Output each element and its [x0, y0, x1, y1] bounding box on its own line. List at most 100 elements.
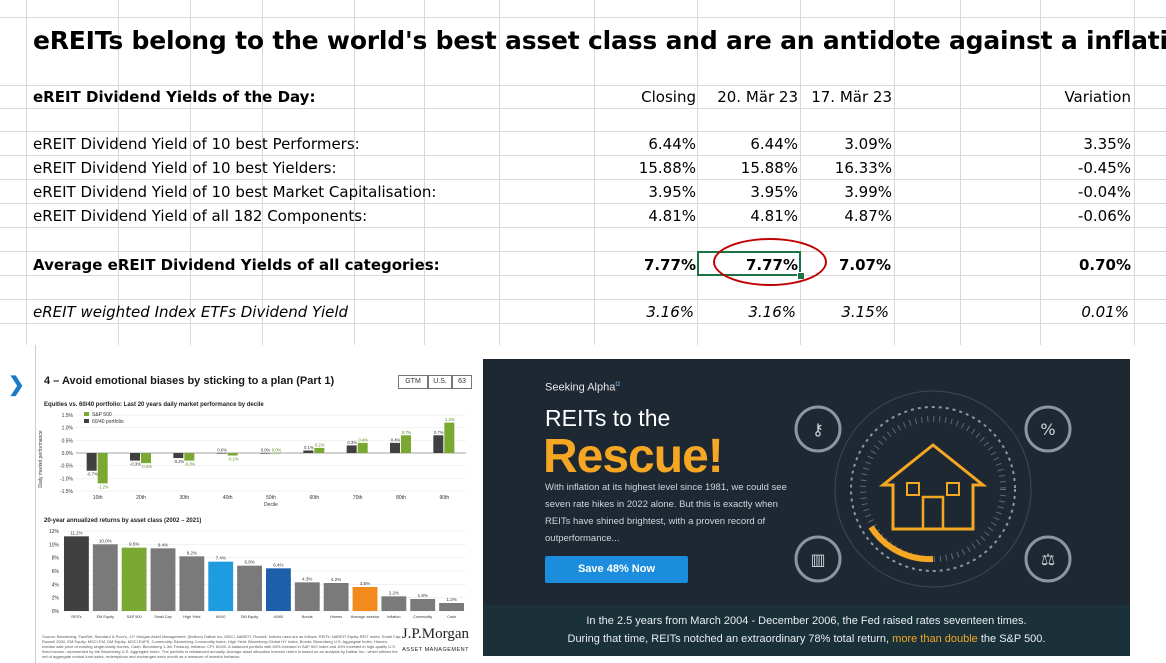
row-label-cell[interactable]: eREIT Dividend Yield of 10 best Performe…: [33, 135, 360, 153]
save-48-button[interactable]: Save 48% Now: [545, 556, 688, 583]
scale-icon: [1024, 535, 1072, 583]
bar: [390, 442, 400, 453]
row-variation-cell[interactable]: -0.06%: [1077, 207, 1131, 225]
data-label: 0.4%: [391, 437, 401, 442]
bar: [323, 583, 349, 611]
header-date2-cell[interactable]: 17. Mär 23: [811, 88, 892, 106]
average-label-cell[interactable]: Average eREIT Dividend Yields of all cat…: [33, 256, 440, 274]
average-variation-cell[interactable]: 0.70%: [1078, 256, 1131, 274]
banner-body-text: With inflation at its highest level sinc…: [545, 482, 787, 544]
column-line: [499, 0, 500, 345]
header-label-cell[interactable]: eREIT Dividend Yields of the Day:: [33, 88, 316, 106]
x-tick-label: Average investor: [351, 615, 380, 619]
row-date2-cell[interactable]: 16.33%: [834, 159, 892, 177]
y-tick-label: -0.5%: [60, 464, 74, 470]
bar: [352, 587, 378, 611]
row-closing-cell[interactable]: 15.88%: [638, 159, 696, 177]
x-tick-label: Homes: [330, 615, 342, 619]
banner-footer-line2: During that time, REITs notched an extra…: [483, 633, 1130, 645]
row-date2-cell[interactable]: 3.99%: [844, 183, 892, 201]
x-tick-label: 80th: [396, 495, 406, 501]
jpmorgan-logo-sub: ASSET MANAGEMENT: [402, 647, 469, 653]
column-line: [1040, 0, 1041, 345]
data-label: 1.2%: [445, 417, 455, 422]
row-line: [0, 85, 1166, 86]
row-label-cell[interactable]: eREIT Dividend Yield of 10 best Market C…: [33, 183, 437, 201]
x-tick-label: 10th: [93, 495, 103, 501]
etf-date2-cell[interactable]: 3.15%: [841, 303, 889, 321]
legend-label: 60/40 portfolio: [92, 419, 124, 425]
row-label-cell[interactable]: eREIT Dividend Yield of all 182 Componen…: [33, 207, 368, 225]
chart1-title: Equities vs. 60/40 portfolio: Last 20 ye…: [44, 402, 264, 408]
row-label-cell[interactable]: eREIT Dividend Yield of 10 best Yielders…: [33, 159, 337, 177]
y-tick-label: 6%: [52, 569, 60, 575]
bar: [439, 603, 464, 611]
header-date1-cell[interactable]: 20. Mär 23: [717, 88, 798, 106]
bar: [266, 568, 291, 611]
row-variation-cell[interactable]: -0.45%: [1077, 159, 1131, 177]
row-closing-cell[interactable]: 4.81%: [648, 207, 696, 225]
column-line: [697, 0, 698, 345]
row-line: [0, 251, 1166, 252]
header-closing-cell[interactable]: Closing: [641, 88, 696, 106]
data-label: 8.2%: [187, 550, 197, 555]
row-date2-cell[interactable]: 3.09%: [844, 135, 892, 153]
x-tick-label: DM Equity: [241, 615, 259, 619]
row-variation-cell[interactable]: -0.04%: [1077, 183, 1131, 201]
bar-chart-icon: [794, 535, 842, 583]
row-date1-cell[interactable]: 3.95%: [750, 183, 798, 201]
bar: [401, 435, 411, 453]
x-tick-label: 40/60: [274, 615, 284, 619]
data-label: 0.7%: [434, 430, 444, 435]
bar: [179, 556, 205, 611]
data-label: 1.2%: [446, 597, 456, 602]
average-date2-cell[interactable]: 7.07%: [838, 256, 891, 274]
data-label: 6.4%: [273, 562, 283, 567]
row-date2-cell[interactable]: 4.87%: [844, 207, 892, 225]
x-tick-label: 60th: [309, 495, 319, 501]
house-circuit-illustration: ⚷ % ▥ ⚖: [794, 390, 1072, 588]
row-closing-cell[interactable]: 6.44%: [648, 135, 696, 153]
bar: [314, 447, 325, 453]
data-label: 1.8%: [418, 593, 428, 598]
etf-variation-cell[interactable]: 0.01%: [1081, 303, 1129, 321]
footer-text: During that time, REITs notched an extra…: [567, 633, 893, 645]
etf-date1-cell[interactable]: 3.16%: [748, 303, 796, 321]
data-label: -0.1%: [228, 457, 239, 462]
bar: [130, 453, 140, 461]
bar: [237, 565, 262, 611]
data-label: 4.3%: [302, 576, 312, 581]
average-closing-cell[interactable]: 7.77%: [643, 256, 696, 274]
row-line: [0, 275, 1166, 276]
x-tick-label: 60/40: [216, 615, 226, 619]
bar: [346, 445, 357, 453]
bar: [381, 596, 407, 611]
x-tick-label: 70th: [353, 495, 363, 501]
data-label: 7.4%: [216, 556, 226, 561]
row-variation-cell[interactable]: 3.35%: [1083, 135, 1131, 153]
bar: [150, 548, 176, 611]
seeking-alpha-banner[interactable]: Seeking Alphaα REITs to the Rescue! With…: [483, 359, 1130, 656]
x-tick-label: 20th: [136, 495, 146, 501]
etf-closing-cell[interactable]: 3.16%: [646, 303, 694, 321]
y-tick-label: 4%: [52, 582, 60, 588]
bar: [208, 561, 234, 611]
asset-class-returns-chart: 12% 10% 8% 6% 4% 2% 0% 11.2% REITs 10.0% EM Equity…: [49, 529, 466, 619]
data-label: -1.2%: [98, 484, 109, 489]
row-date1-cell[interactable]: 6.44%: [750, 135, 798, 153]
etf-label-cell[interactable]: eREIT weighted Index ETFs Dividend Yield: [33, 303, 349, 321]
chevron-right-icon: ❯: [8, 374, 25, 396]
data-label: 0.4%: [358, 437, 368, 442]
bar: [184, 453, 195, 461]
bar: [433, 435, 444, 453]
header-variation-cell[interactable]: Variation: [1064, 88, 1131, 106]
chart1-xlabel: Decile: [264, 502, 278, 508]
column-line: [800, 0, 801, 345]
legend-swatch: [84, 419, 89, 423]
jpmorgan-chart-image: 4 – Avoid emotional biases by sticking t…: [35, 345, 477, 663]
row-closing-cell[interactable]: 3.95%: [648, 183, 696, 201]
footer-highlight: more than double: [892, 633, 978, 645]
row-date1-cell[interactable]: 4.81%: [750, 207, 798, 225]
row-date1-cell[interactable]: 15.88%: [740, 159, 798, 177]
